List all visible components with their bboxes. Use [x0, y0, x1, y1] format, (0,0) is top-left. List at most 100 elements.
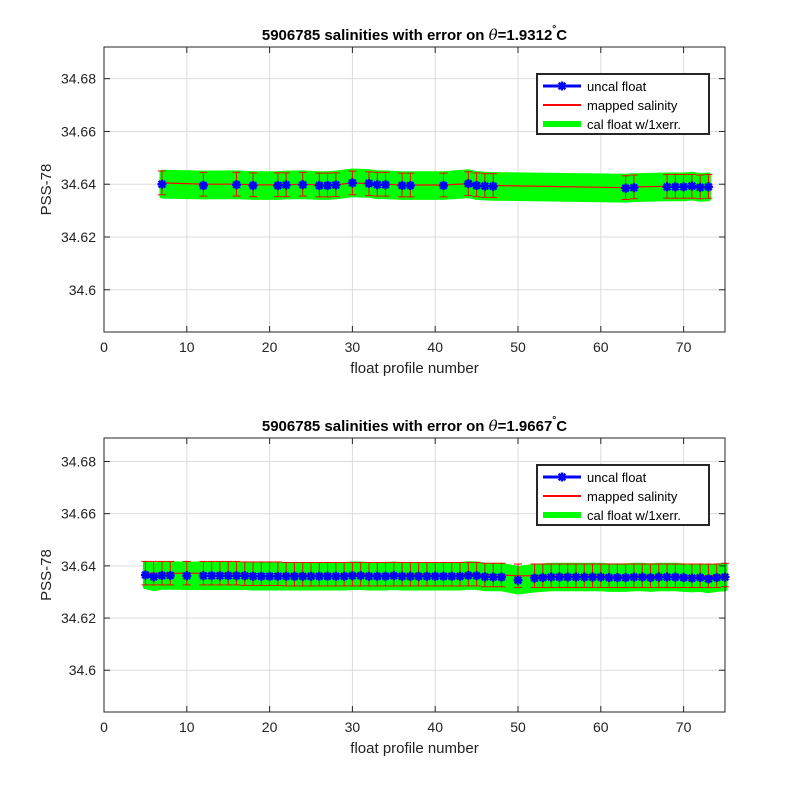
uncal-float-point [331, 571, 341, 581]
uncal-float-point [480, 572, 490, 582]
x-axis-label: float profile number [350, 740, 478, 757]
asterisk-stroke [638, 572, 647, 582]
x-tick-label: 10 [179, 719, 195, 735]
title-prefix: 5906785 salinities with error on [262, 27, 489, 44]
legend-label: mapped salinity [587, 98, 678, 113]
title-degree: ° [552, 415, 556, 426]
x-tick-label: 70 [676, 719, 692, 735]
asterisk-stroke [157, 180, 167, 189]
asterisk-stroke [687, 573, 697, 583]
uncal-float-point [248, 571, 258, 581]
uncal-float-point [496, 572, 506, 582]
asterisk-stroke [282, 572, 291, 581]
asterisk-stroke [273, 572, 283, 581]
uncal-float-point [670, 572, 680, 582]
uncal-float-point [347, 571, 357, 581]
legend-item: mapped salinity [543, 98, 678, 113]
asterisk-stroke [232, 571, 241, 580]
uncal-float-point [612, 573, 622, 583]
title-unit: C [556, 418, 567, 435]
legend-item: uncal float [543, 79, 647, 94]
asterisk-stroke [298, 180, 307, 189]
uncal-float-point [372, 180, 382, 190]
x-tick-label: 30 [345, 719, 361, 735]
asterisk-stroke [712, 573, 721, 582]
asterisk-stroke [356, 571, 365, 580]
y-tick-label: 34.66 [61, 123, 96, 139]
uncal-float-point [463, 571, 473, 581]
legend-label: cal float w/1xerr. [587, 508, 681, 523]
x-tick-label: 30 [345, 339, 361, 355]
asterisk-stroke [439, 181, 448, 190]
uncal-float-point [306, 571, 316, 581]
asterisk-stroke [604, 573, 614, 582]
asterisk-stroke [629, 183, 639, 192]
asterisk-stroke [472, 181, 481, 190]
asterisk-stroke [248, 181, 258, 190]
uncal-float-point [198, 181, 208, 191]
x-tick-label: 10 [179, 339, 195, 355]
asterisk-stroke [364, 179, 374, 188]
asterisk-stroke [373, 572, 382, 581]
y-tick-label: 34.62 [61, 610, 96, 626]
chart-title: 5906785 salinities with error on θ=1.931… [262, 24, 567, 44]
uncal-float-point [662, 572, 672, 582]
asterisk-stroke [621, 573, 630, 582]
uncal-float-point [480, 181, 490, 191]
asterisk-stroke [248, 572, 258, 581]
uncal-float-point [289, 571, 299, 581]
title-value: =1.9312 [498, 27, 553, 44]
asterisk-stroke [149, 572, 158, 581]
uncal-float-point [472, 571, 482, 581]
asterisk-stroke [273, 181, 283, 190]
asterisk-stroke [671, 572, 680, 582]
asterisk-stroke [348, 571, 357, 580]
asterisk-stroke [696, 573, 705, 582]
asterisk-stroke [298, 572, 307, 581]
uncal-float-point [215, 571, 225, 581]
asterisk-stroke [431, 572, 440, 581]
uncal-float-point [405, 571, 415, 581]
asterisk-stroke [704, 574, 713, 584]
x-tick-label: 0 [100, 339, 108, 355]
asterisk-stroke [513, 576, 523, 585]
asterisk-stroke [240, 571, 249, 580]
asterisk-stroke [646, 573, 655, 582]
chart-title: 5906785 salinities with error on θ=1.966… [262, 415, 567, 435]
asterisk-stroke [464, 179, 473, 188]
asterisk-stroke [166, 571, 175, 580]
panel-2: 0 10 20 30 40 50 60 70 34.6 34.62 34.64 34.66 34.68 f… [38, 415, 730, 757]
asterisk-stroke [596, 572, 605, 582]
asterisk-stroke [331, 572, 340, 581]
asterisk-stroke [489, 572, 498, 582]
legend-item: cal float w/1xerr. [543, 508, 681, 523]
asterisk-stroke [257, 572, 266, 581]
x-tick-label: 70 [676, 339, 692, 355]
uncal-float-point [695, 573, 705, 583]
uncal-float-point [281, 571, 291, 581]
asterisk-stroke [306, 572, 316, 581]
asterisk-stroke [290, 572, 299, 581]
asterisk-stroke [447, 572, 456, 581]
legend-label: uncal float [587, 470, 647, 485]
asterisk-stroke [480, 181, 490, 191]
axes-frame [103, 437, 726, 713]
uncal-float-point [381, 571, 391, 581]
uncal-float-point [712, 573, 722, 583]
legend-item: uncal float [543, 470, 647, 485]
uncal-float-point [447, 571, 457, 581]
title-theta: θ [489, 417, 498, 435]
y-tick-label: 34.6 [69, 662, 96, 678]
y-tick-label: 34.64 [61, 558, 96, 574]
uncal-float-point [645, 573, 655, 583]
asterisk-stroke [455, 572, 465, 581]
uncal-float-point [182, 571, 192, 581]
uncal-float-point [687, 181, 697, 191]
legend: uncal float mapped salinity cal float w/1x… [536, 464, 710, 526]
asterisk-stroke [489, 182, 498, 191]
asterisk-stroke [406, 181, 415, 190]
asterisk-stroke [397, 181, 407, 190]
asterisk-stroke [472, 571, 481, 580]
uncal-float-point [695, 182, 705, 192]
uncal-float-point [530, 573, 540, 583]
